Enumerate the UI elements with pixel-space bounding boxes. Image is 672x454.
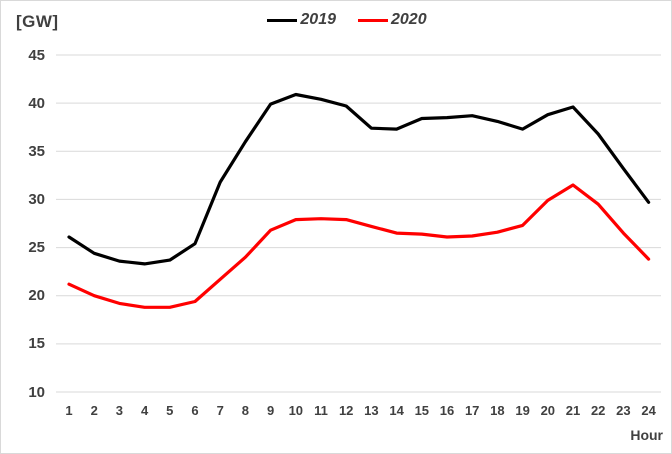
x-tick-label-14: 14 <box>389 403 404 418</box>
x-tick-label-2: 2 <box>90 403 98 418</box>
x-tick-label-1: 1 <box>65 403 73 418</box>
legend-label-2020: 2020 <box>391 11 427 28</box>
y-tick-label-20: 20 <box>28 287 45 305</box>
y-tick-label-35: 35 <box>28 142 45 160</box>
y-tick-label-45: 45 <box>28 46 45 64</box>
x-tick-label-21: 21 <box>565 403 581 418</box>
legend: 2019 2020 <box>1 11 671 29</box>
x-tick-label-18: 18 <box>490 403 505 418</box>
x-tick-label-3: 3 <box>115 403 123 418</box>
y-tick-label-10: 10 <box>28 383 45 401</box>
x-tick-label-12: 12 <box>338 403 354 418</box>
x-tick-label-11: 11 <box>314 403 328 418</box>
x-tick-label-23: 23 <box>616 403 631 418</box>
x-tick-label-5: 5 <box>166 403 174 418</box>
x-tick-label-7: 7 <box>216 403 224 418</box>
x-tick-label-22: 22 <box>590 403 606 418</box>
y-tick-label-25: 25 <box>28 239 45 257</box>
legend-item-2019: 2019 <box>267 11 336 29</box>
x-tick-label-8: 8 <box>241 403 249 418</box>
y-tick-label-40: 40 <box>28 94 45 112</box>
y-axis-unit-label: [GW] <box>16 12 59 31</box>
series-line-2019 <box>67 92 651 266</box>
y-tick-label-30: 30 <box>28 190 45 208</box>
x-tick-label-10: 10 <box>288 403 304 418</box>
x-axis-title: Hour <box>630 427 663 443</box>
x-tick-label-20: 20 <box>540 403 556 418</box>
x-tick-label-6: 6 <box>191 403 199 418</box>
legend-line-swatch-2020 <box>358 18 388 22</box>
x-tick-label-24: 24 <box>641 403 656 418</box>
legend-line-swatch-2019 <box>267 18 298 22</box>
legend-item-2020: 2020 <box>358 11 427 29</box>
legend-label-2019: 2019 <box>300 11 336 28</box>
y-tick-label-15: 15 <box>28 335 45 353</box>
x-tick-label-16: 16 <box>439 403 455 418</box>
x-tick-label-17: 17 <box>464 403 480 418</box>
x-tick-label-15: 15 <box>414 403 430 418</box>
x-tick-label-19: 19 <box>515 403 530 418</box>
x-tick-label-9: 9 <box>266 403 275 418</box>
x-tick-label-13: 13 <box>364 403 379 418</box>
series-line-2020 <box>67 183 651 309</box>
x-tick-label-4: 4 <box>140 403 149 418</box>
